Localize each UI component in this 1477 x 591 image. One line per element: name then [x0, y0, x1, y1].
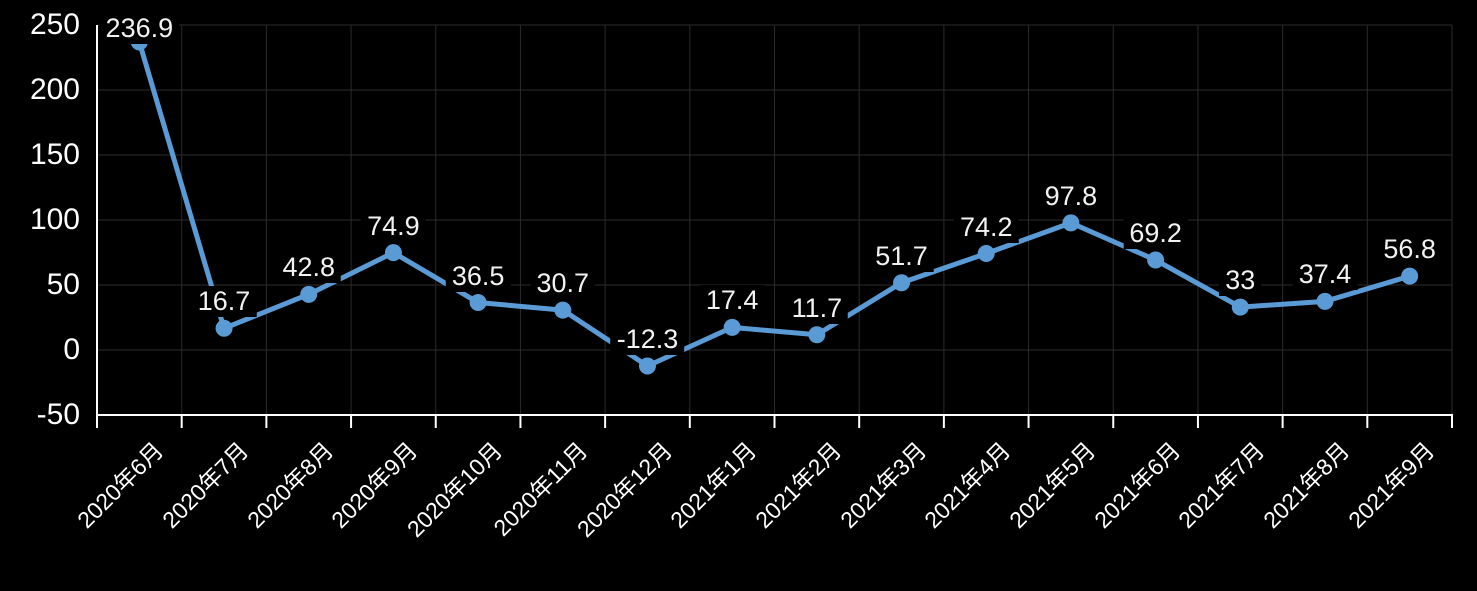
data-label: 16.7 — [191, 286, 257, 318]
data-label: 74.2 — [953, 211, 1019, 243]
data-point-marker — [808, 326, 826, 344]
data-label: 30.7 — [530, 268, 596, 300]
y-axis-label: 200 — [29, 73, 80, 106]
data-label: 11.7 — [785, 292, 849, 324]
data-point-marker — [469, 294, 487, 312]
data-label: 74.9 — [361, 210, 426, 242]
data-point-marker — [384, 244, 402, 262]
y-axis-label: 150 — [29, 138, 80, 171]
data-point-marker — [1401, 267, 1419, 285]
data-point-marker — [300, 285, 318, 303]
data-label: 51.7 — [869, 240, 934, 272]
data-label: 69.2 — [1123, 218, 1188, 250]
y-axis-label: 250 — [29, 8, 80, 41]
data-label: 37.4 — [1292, 259, 1358, 291]
y-axis-label: -50 — [36, 398, 80, 431]
data-point-marker — [1316, 292, 1334, 310]
data-label: 33 — [1219, 265, 1262, 297]
data-label: 36.5 — [445, 260, 511, 292]
series-line — [136, 39, 1413, 369]
data-point-marker — [723, 318, 741, 336]
data-point-marker — [215, 319, 233, 337]
data-point-marker — [977, 245, 995, 263]
data-point-marker — [554, 301, 572, 319]
data-point-marker — [893, 274, 911, 292]
data-point-marker — [638, 357, 656, 375]
data-point-marker — [1147, 251, 1165, 269]
data-label: 236.9 — [99, 13, 180, 44]
y-axis-label: 100 — [29, 203, 80, 236]
data-label: -12.3 — [610, 323, 685, 355]
data-label: 56.8 — [1377, 234, 1442, 266]
data-point-marker — [1062, 214, 1080, 232]
y-axis-label: 0 — [63, 333, 80, 366]
data-label: 97.8 — [1038, 180, 1104, 212]
data-label: 42.8 — [276, 252, 341, 284]
data-label: 17.4 — [699, 285, 765, 317]
data-point-marker — [1231, 298, 1249, 316]
y-axis-label: 50 — [46, 268, 80, 301]
